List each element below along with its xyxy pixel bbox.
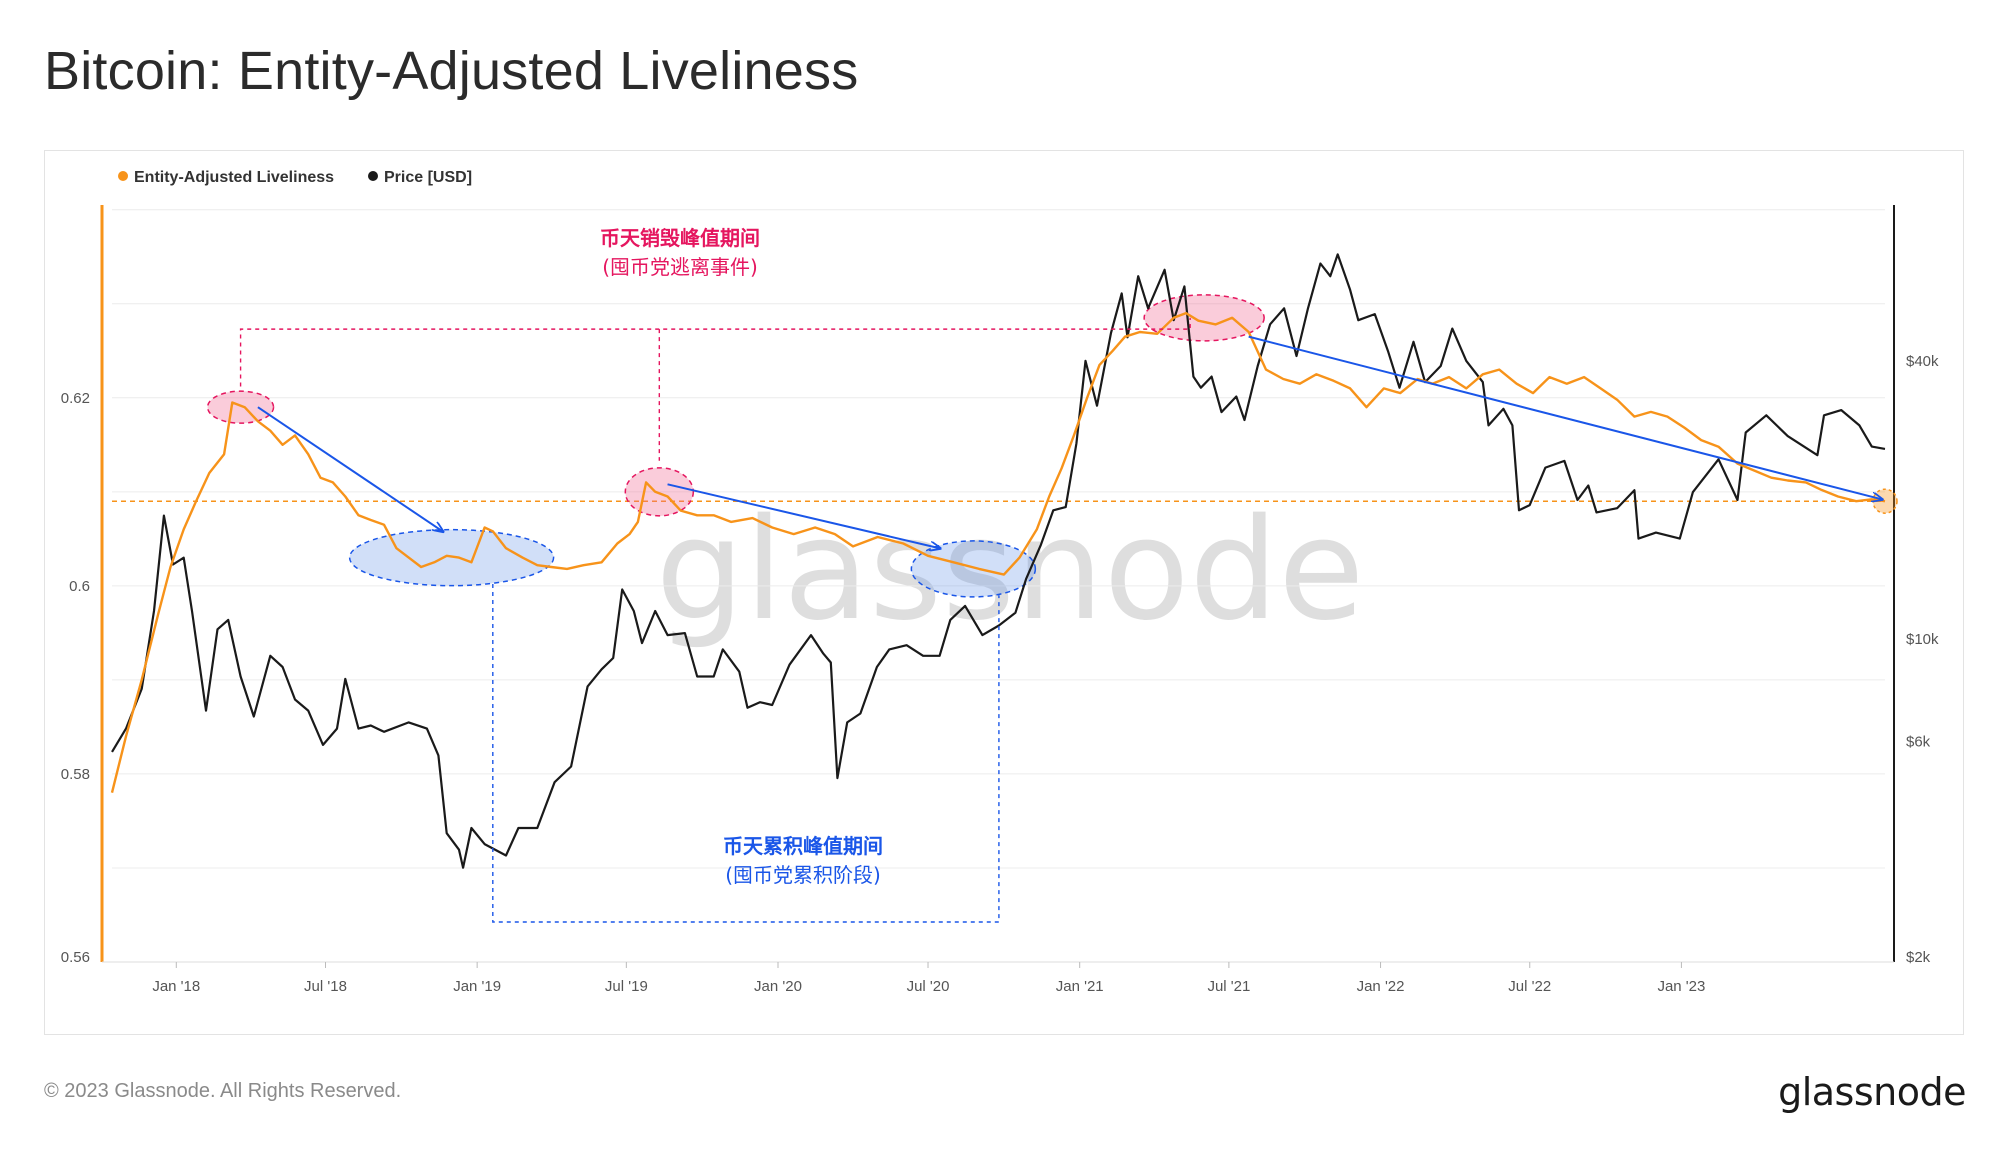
destruction-ellipse <box>624 467 695 517</box>
red-annotation-title: 币天销毁峰值期间 <box>600 226 760 250</box>
trend-arrow <box>1248 335 1882 500</box>
blue-annotation-title: 币天累积峰值期间 <box>723 834 883 858</box>
legend-price-label: Price [USD] <box>384 169 472 186</box>
x-tick-label: Jan '18 <box>152 978 200 995</box>
x-tick-label: Jul '22 <box>1508 978 1551 995</box>
x-tick-label: Jul '20 <box>907 978 950 995</box>
chart-frame <box>44 150 1964 1035</box>
annotations-background <box>112 294 1898 598</box>
y-left-tick-label: 0.62 <box>61 390 90 407</box>
x-tick-label: Jan '23 <box>1657 978 1705 995</box>
red-annotation-subtitle: (囤币党逃离事件) <box>602 255 758 279</box>
legend: Entity-Adjusted Liveliness Price [USD] <box>118 169 472 186</box>
blue-annotation-subtitle: (囤币党累积阶段) <box>725 863 881 887</box>
y-left-tick-label: 0.58 <box>61 766 90 783</box>
legend-liveliness-dot <box>118 171 128 181</box>
y-right-tick-label: $40k <box>1906 353 1939 370</box>
x-tick-label: Jul '21 <box>1207 978 1250 995</box>
x-tick-label: Jan '21 <box>1056 978 1104 995</box>
y-left-tick-label: 0.6 <box>69 578 90 595</box>
x-tick-label: Jan '22 <box>1357 978 1405 995</box>
glassnode-logo: glassnode <box>1778 1070 1966 1114</box>
price-series-line <box>111 253 1886 869</box>
watermark: glassnode <box>656 489 1365 652</box>
y-right-tick-label: $2k <box>1906 949 1931 966</box>
annotations-foreground <box>239 317 1882 923</box>
blue-bracket <box>492 583 1000 923</box>
red-bracket <box>239 317 1191 387</box>
x-tick-label: Jan '19 <box>453 978 501 995</box>
destruction-ellipse <box>1143 294 1265 342</box>
x-tick-label: Jul '18 <box>304 978 347 995</box>
end-marker <box>1872 488 1898 514</box>
trend-arrow <box>257 406 443 531</box>
x-tick-label: Jan '20 <box>754 978 802 995</box>
destruction-ellipse <box>206 390 275 424</box>
accumulation-ellipse <box>910 540 1037 598</box>
copyright-text: © 2023 Glassnode. All Rights Reserved. <box>44 1080 402 1102</box>
y-left-tick-label: 0.56 <box>61 949 90 966</box>
liveliness-series-line <box>110 311 1886 793</box>
trend-arrow <box>667 483 940 548</box>
axes: 0.56 0.58 0.6 0.62 $2k $6k $10k $40k Jan '18 Jul … <box>61 205 1939 995</box>
y-right-tick-label: $6k <box>1906 734 1931 751</box>
x-tick-label: Jul '19 <box>605 978 648 995</box>
page-title: Bitcoin: Entity-Adjusted Liveliness <box>44 41 859 101</box>
y-right-tick-label: $10k <box>1906 631 1939 648</box>
legend-liveliness-label: Entity-Adjusted Liveliness <box>134 169 334 186</box>
legend-price-dot <box>368 171 378 181</box>
